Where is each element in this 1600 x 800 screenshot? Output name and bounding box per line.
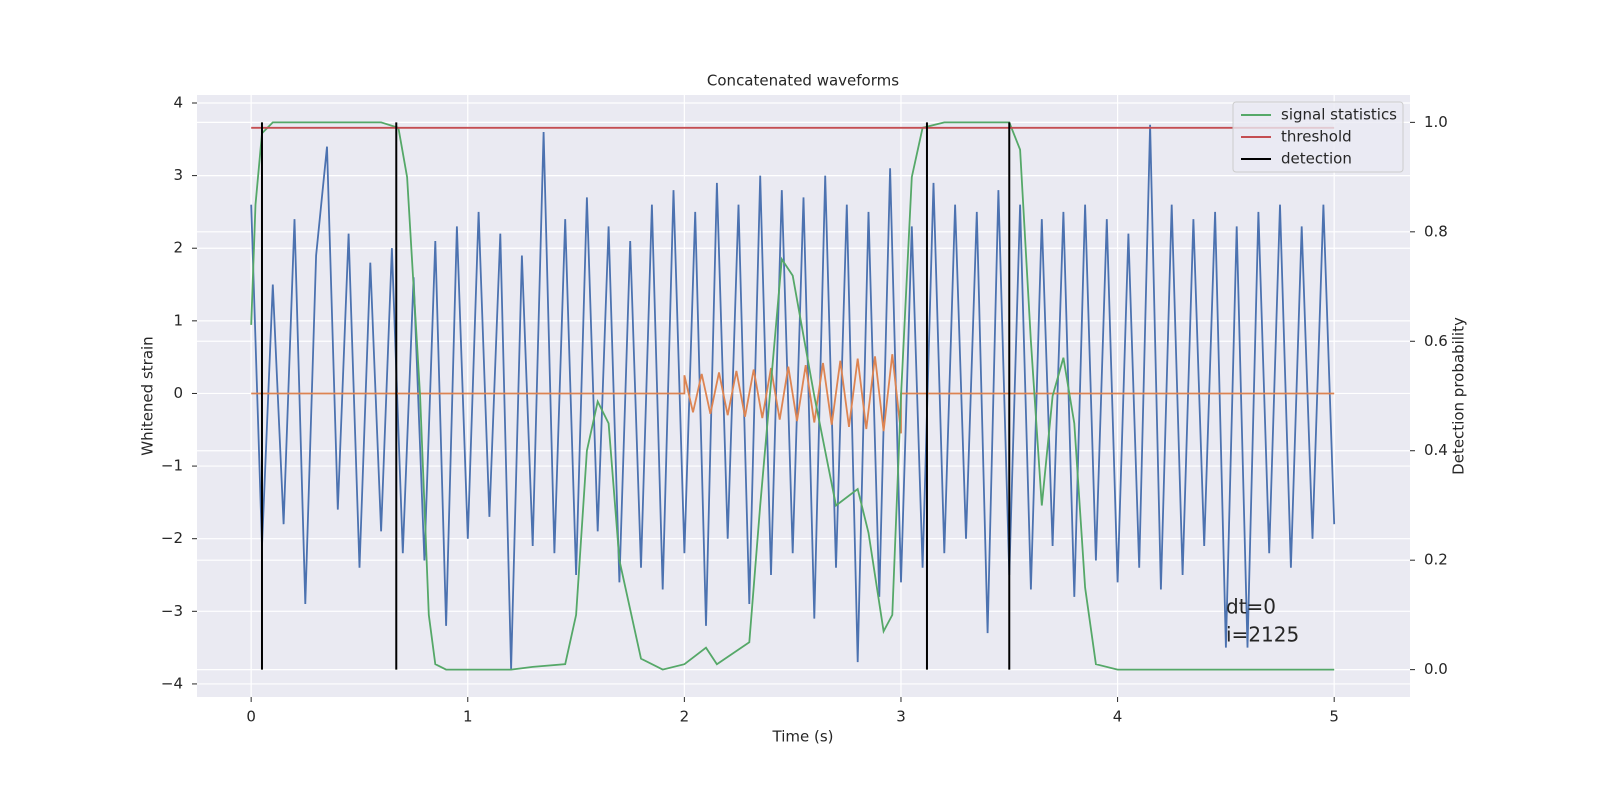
x-axis-label: Time (s) <box>772 728 834 746</box>
y-axis-label: Whitened strain <box>139 336 157 455</box>
x-tick-label: 3 <box>896 708 906 726</box>
y2-tick-label: 1.0 <box>1424 113 1448 131</box>
y2-tick-label: 0.4 <box>1424 441 1448 459</box>
y-tick-label: 3 <box>173 166 183 184</box>
y-tick-label: 2 <box>173 239 183 257</box>
annotation: i=2125 <box>1226 623 1299 647</box>
y2-tick-label: 0.8 <box>1424 222 1448 240</box>
y-tick-label: −4 <box>161 674 183 692</box>
series-line <box>250 121 1335 671</box>
legend: signal statistics threshold detection <box>1232 101 1404 173</box>
y-tick-label: −3 <box>161 602 183 620</box>
marks <box>250 121 1336 671</box>
legend-label: signal statistics <box>1281 106 1397 124</box>
y-tick-label: 4 <box>173 93 183 111</box>
y2-axis-label: Detection probability <box>1450 317 1468 475</box>
legend-label: threshold <box>1281 128 1352 146</box>
chart-title: Concatenated waveforms <box>707 72 899 90</box>
x-tick-label: 0 <box>246 708 256 726</box>
y-tick-label: −1 <box>161 457 183 475</box>
y2-tick-label: 0.2 <box>1424 551 1448 569</box>
y-tick-label: 1 <box>173 311 183 329</box>
x-tick-label: 5 <box>1329 708 1339 726</box>
x-tick-label: 2 <box>680 708 690 726</box>
x-tick-label: 1 <box>463 708 473 726</box>
plot-area <box>197 95 1410 697</box>
legend-box <box>1232 101 1404 173</box>
x-tick-label: 4 <box>1113 708 1123 726</box>
series-line <box>250 124 1336 670</box>
annotation: dt=0 <box>1226 595 1276 619</box>
y-tick-label: 0 <box>173 384 183 402</box>
series-line <box>251 354 1335 434</box>
y2-tick-label: 0.6 <box>1424 332 1448 350</box>
y-tick-label: −2 <box>161 529 183 547</box>
y2-tick-label: 0.0 <box>1424 660 1448 678</box>
legend-label: detection <box>1281 150 1352 168</box>
